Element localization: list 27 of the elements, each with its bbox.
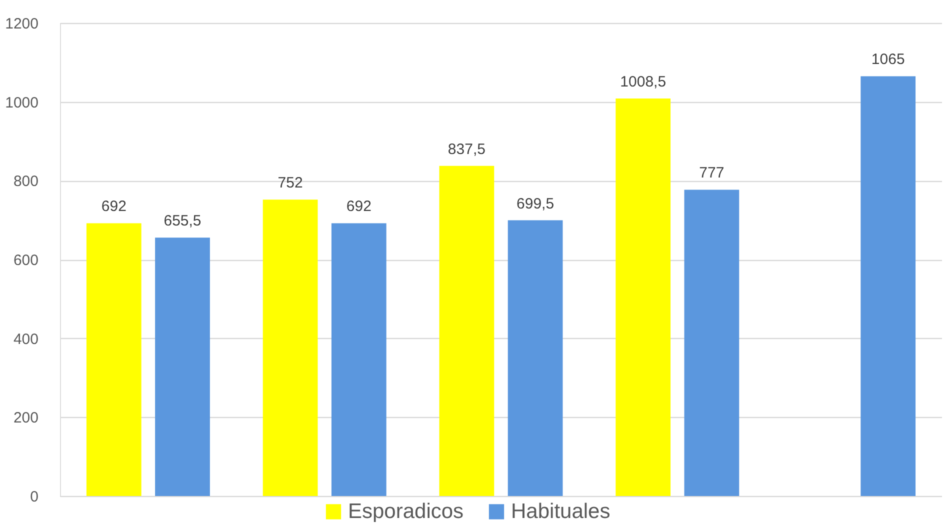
y-tick-label: 800	[13, 173, 38, 190]
y-tick-label: 1000	[5, 94, 38, 112]
y-tick-label: 0	[30, 488, 38, 506]
bar	[439, 166, 494, 496]
y-tick-label: 200	[13, 410, 38, 427]
bar	[262, 200, 318, 496]
data-label: 777	[699, 164, 724, 182]
y-tick-label: 1200	[5, 16, 38, 32]
y-tick-label: 400	[13, 330, 38, 348]
bar	[860, 76, 916, 496]
data-label: 1008,5	[620, 73, 666, 90]
legend-label: Esporadicos	[348, 500, 464, 523]
data-label: 837,5	[448, 140, 486, 158]
data-label: 692	[101, 198, 126, 216]
y-tick-label: 600	[13, 252, 38, 269]
bar	[684, 190, 740, 496]
bar	[508, 220, 563, 496]
data-label: 1065	[871, 51, 905, 68]
bar	[86, 223, 142, 496]
data-label: 692	[346, 198, 372, 216]
data-label: 655,5	[164, 212, 202, 230]
bar	[331, 223, 386, 496]
bar	[155, 238, 210, 496]
data-label: 699,5	[516, 195, 554, 212]
data-label: 752	[278, 174, 303, 192]
bar	[616, 98, 671, 496]
legend-label: Habituales	[511, 500, 610, 523]
